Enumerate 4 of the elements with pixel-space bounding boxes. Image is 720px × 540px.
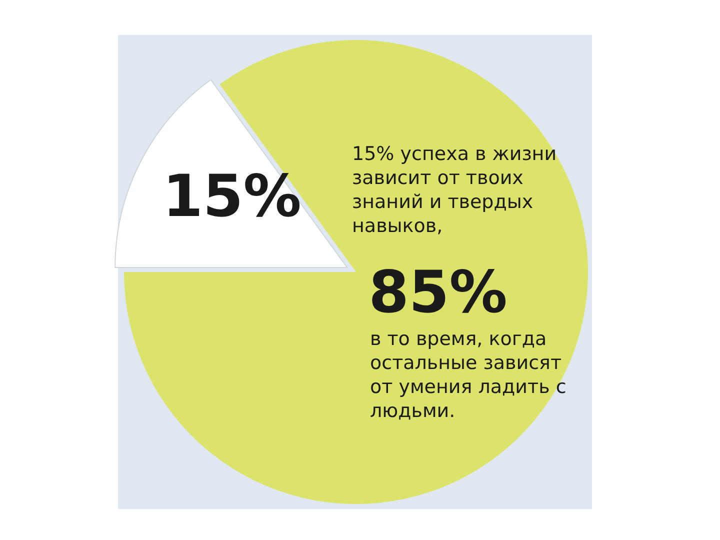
data-label: 85%	[368, 258, 508, 326]
data-label: 15%	[162, 162, 302, 230]
text: в то время, когда остальные зависят от умения ладить с людьми.	[370, 328, 566, 422]
text: 15% успеха в жизни зависит от твоих знаний и твердых навыков,	[352, 143, 557, 237]
